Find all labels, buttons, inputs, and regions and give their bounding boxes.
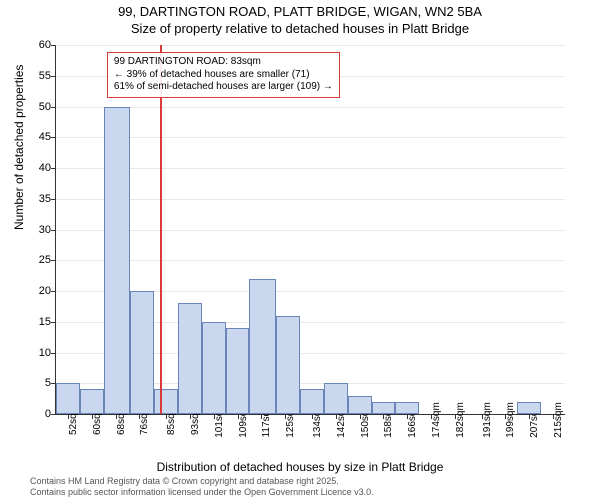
y-tick-label: 55 [39, 70, 51, 82]
histogram-bar [372, 402, 396, 414]
histogram-bar [300, 389, 324, 414]
footer-line-1: Contains HM Land Registry data © Crown c… [30, 476, 374, 487]
y-tick [51, 76, 56, 77]
grid-line [56, 168, 565, 169]
y-tick-label: 5 [45, 377, 51, 389]
footer-attribution: Contains HM Land Registry data © Crown c… [30, 476, 374, 498]
grid-line [56, 230, 565, 231]
y-tick [51, 230, 56, 231]
histogram-bar [324, 383, 348, 414]
chart-title: 99, DARTINGTON ROAD, PLATT BRIDGE, WIGAN… [0, 4, 600, 38]
x-tick-label: 182sqm [455, 402, 466, 438]
y-tick [51, 291, 56, 292]
histogram-bar [348, 396, 372, 414]
y-tick [51, 137, 56, 138]
histogram-bar [202, 322, 226, 414]
y-axis-label: Number of detached properties [12, 65, 26, 230]
x-tick-label: 215sqm [553, 402, 564, 438]
histogram-bar [249, 279, 276, 414]
annotation-line-1: 99 DARTINGTON ROAD: 83sqm [114, 56, 333, 69]
x-tick-label: 174sqm [431, 402, 442, 438]
histogram-bar [395, 402, 419, 414]
histogram-bar [178, 303, 202, 414]
x-tick-label: 191sqm [482, 402, 493, 438]
y-tick-label: 45 [39, 131, 51, 143]
marker-line [160, 45, 162, 414]
y-tick-label: 60 [39, 39, 51, 51]
y-tick-label: 20 [39, 285, 51, 297]
y-tick [51, 260, 56, 261]
y-tick-label: 0 [45, 408, 51, 420]
title-line-1: 99, DARTINGTON ROAD, PLATT BRIDGE, WIGAN… [0, 4, 600, 21]
histogram-bar [154, 389, 178, 414]
annotation-line-3: 61% of semi-detached houses are larger (… [114, 81, 333, 94]
y-tick [51, 353, 56, 354]
title-line-2: Size of property relative to detached ho… [0, 21, 600, 38]
grid-line [56, 45, 565, 46]
y-tick-label: 40 [39, 162, 51, 174]
histogram-bar [517, 402, 541, 414]
histogram-bar [226, 328, 250, 414]
grid-line [56, 107, 565, 108]
histogram-bar [130, 291, 154, 414]
y-tick [51, 199, 56, 200]
annotation-box: 99 DARTINGTON ROAD: 83sqm ← 39% of detac… [107, 52, 340, 98]
grid-line [56, 137, 565, 138]
y-tick-label: 25 [39, 254, 51, 266]
grid-line [56, 260, 565, 261]
y-tick-label: 50 [39, 101, 51, 113]
y-tick [51, 168, 56, 169]
y-tick-label: 35 [39, 193, 51, 205]
y-tick [51, 107, 56, 108]
y-tick-label: 15 [39, 316, 51, 328]
x-tick-label: 199sqm [505, 402, 516, 438]
histogram-bar [56, 383, 80, 414]
y-tick [51, 322, 56, 323]
histogram-bar [276, 316, 300, 414]
x-axis-label: Distribution of detached houses by size … [0, 460, 600, 474]
histogram-bar [104, 107, 131, 415]
y-tick [51, 45, 56, 46]
y-tick [51, 414, 56, 415]
grid-line [56, 199, 565, 200]
footer-line-2: Contains public sector information licen… [30, 487, 374, 498]
histogram-plot: 05101520253035404550556052sqm60sqm68sqm7… [55, 45, 565, 415]
histogram-bar [80, 389, 104, 414]
y-tick-label: 30 [39, 224, 51, 236]
annotation-line-2: ← 39% of detached houses are smaller (71… [114, 69, 333, 82]
y-tick-label: 10 [39, 347, 51, 359]
